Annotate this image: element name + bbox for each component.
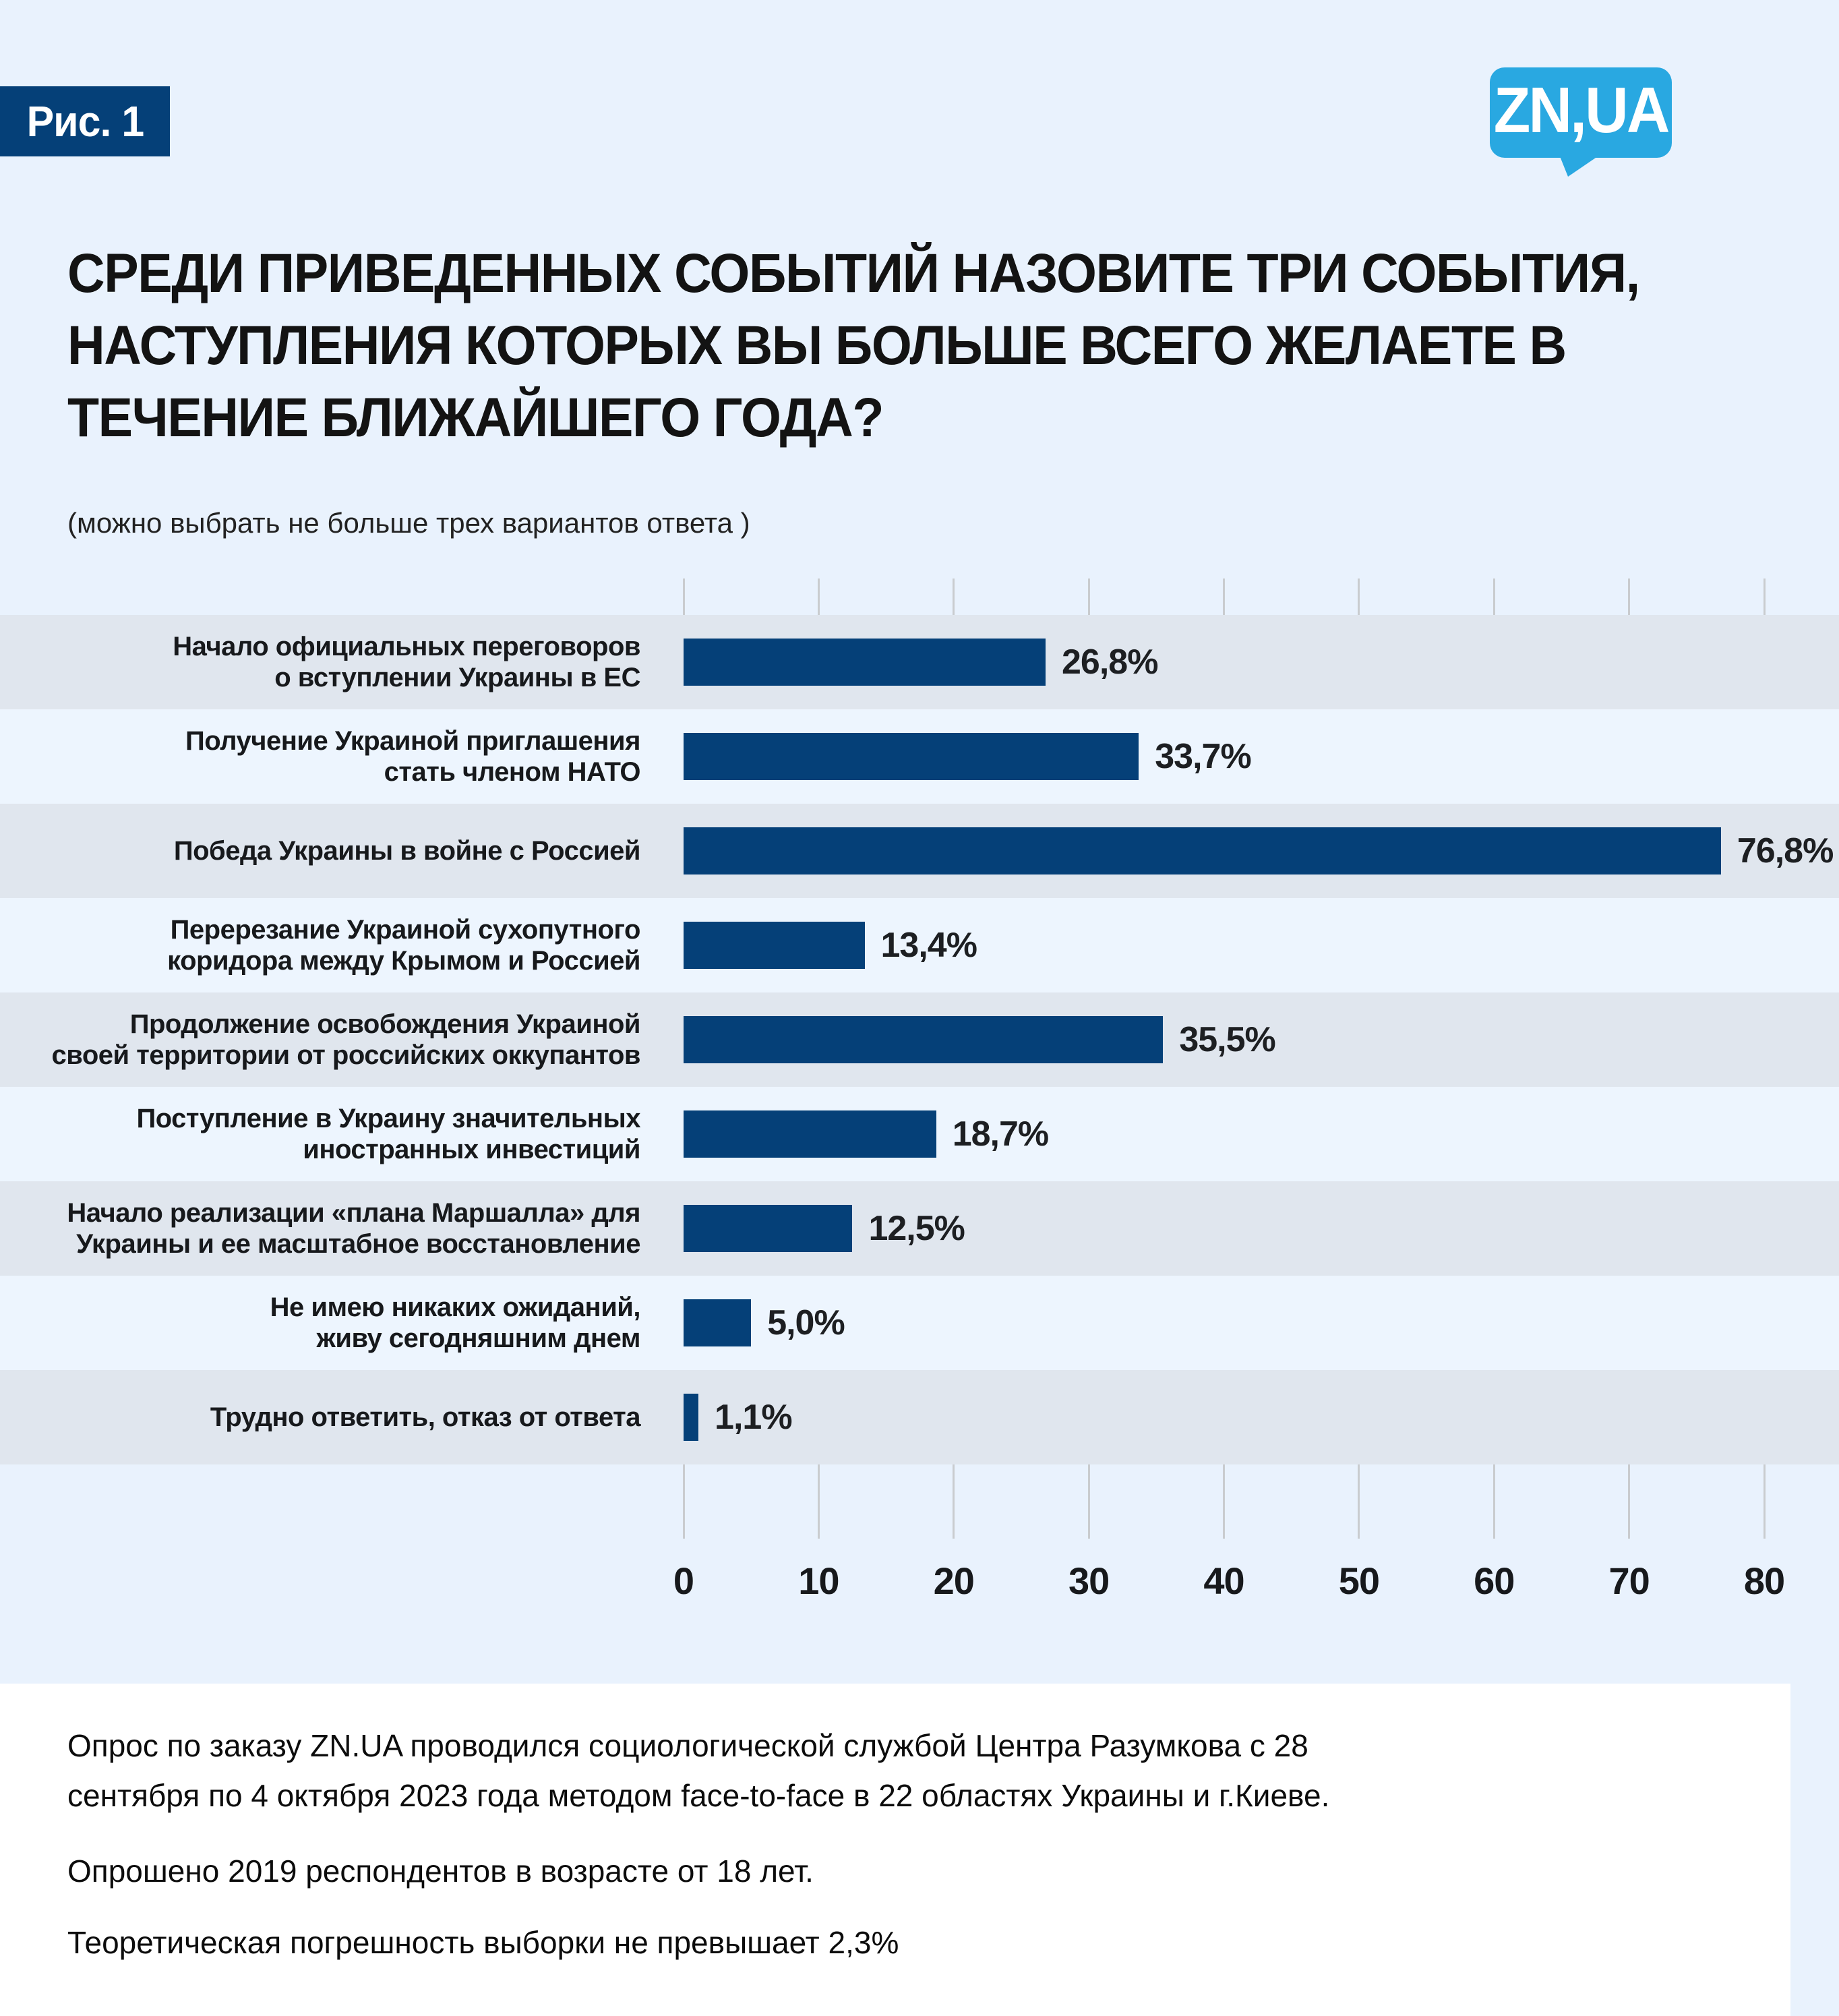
bar-value-label: 13,4%: [880, 926, 977, 965]
chart-row-4: Перерезание Украиной сухопутного коридор…: [0, 898, 1839, 992]
figure-badge-label: Рис. 1: [26, 97, 144, 146]
chart-row-8: Не имею никаких ожиданий, живу сегодняшн…: [0, 1276, 1839, 1370]
chart-row-1: Начало официальных переговоров о вступле…: [0, 615, 1839, 709]
page-title-line-3: ТЕЧЕНИЕ БЛИЖАЙШЕГО ГОДА?: [67, 387, 884, 448]
footer-panel: Опрос по заказу ZN.UA проводился социоло…: [0, 1684, 1790, 2016]
bar: [684, 733, 1139, 780]
x-axis-tick-50: 50: [1338, 1560, 1380, 1602]
bar: [684, 922, 865, 969]
x-axis-tick-30: 30: [1068, 1560, 1110, 1602]
category-label: Получение Украиной приглашения стать чле…: [185, 726, 641, 787]
zn-ua-logo: ZN,UA: [1490, 67, 1672, 177]
chart-row-6: Поступление в Украину значительных иност…: [0, 1087, 1839, 1181]
bar: [684, 1299, 752, 1346]
x-axis-tick-80: 80: [1743, 1560, 1785, 1602]
bar: [684, 1205, 853, 1252]
page-title-line-1: СРЕДИ ПРИВЕДЕННЫХ СОБЫТИЙ НАЗОВИТЕ ТРИ С…: [67, 243, 1640, 304]
bar: [684, 827, 1721, 874]
bar: [684, 1110, 936, 1158]
x-axis-tick-20: 20: [933, 1560, 975, 1602]
footer-note-error: Теоретическая погрешность выборки не пре…: [67, 1925, 899, 1960]
page-title: СРЕДИ ПРИВЕДЕННЫХ СОБЫТИЙ НАЗОВИТЕ ТРИ С…: [67, 237, 1640, 454]
bar-value-label: 26,8%: [1062, 643, 1158, 682]
bar-value-label: 33,7%: [1155, 737, 1251, 776]
bar-value-label: 12,5%: [868, 1209, 965, 1248]
category-label: Поступление в Украину значительных иност…: [136, 1104, 640, 1164]
category-label: Не имею никаких ожиданий, живу сегодняшн…: [270, 1293, 641, 1353]
figure-badge: Рис. 1: [0, 86, 170, 156]
logo-speech-tail-icon: [1560, 156, 1598, 177]
x-axis-tick-10: 10: [798, 1560, 839, 1602]
footer-note-methodology: Опрос по заказу ZN.UA проводился социоло…: [67, 1728, 1330, 1813]
bar-chart: Начало официальных переговоров о вступле…: [0, 579, 1839, 1606]
x-axis-tick-0: 0: [673, 1560, 694, 1602]
chart-row-3: Победа Украины в войне с Россией 76,8%: [0, 804, 1839, 898]
bar-value-label: 35,5%: [1179, 1020, 1275, 1059]
x-axis-tick-60: 60: [1474, 1560, 1515, 1602]
category-label: Перерезание Украиной сухопутного коридор…: [167, 915, 640, 976]
category-label: Победа Украины в войне с Россией: [173, 836, 641, 866]
footer-note-sample: Опрошено 2019 респондентов в возрасте от…: [67, 1854, 814, 1889]
bar: [684, 639, 1046, 686]
bar-value-label: 1,1%: [715, 1398, 793, 1437]
bar-value-label: 5,0%: [767, 1303, 845, 1342]
zn-ua-logo-text: ZN,UA: [1493, 74, 1670, 146]
bar-value-label: 76,8%: [1737, 831, 1834, 870]
x-axis: 0 10 20 30 40 50 60 70 80: [673, 1559, 1785, 1606]
bar: [684, 1394, 699, 1441]
category-label: Начало реализации «плана Маршалла» для У…: [67, 1198, 640, 1259]
category-label: Начало официальных переговоров о вступле…: [173, 632, 640, 692]
chart-row-7: Начало реализации «плана Маршалла» для У…: [0, 1181, 1839, 1276]
page-subtitle: (можно выбрать не больше трех вариантов …: [67, 507, 750, 539]
chart-row-2: Получение Украиной приглашения стать чле…: [0, 709, 1839, 804]
x-axis-tick-70: 70: [1608, 1560, 1650, 1602]
bar-value-label: 18,7%: [952, 1115, 1049, 1154]
category-label: Продолжение освобождения Украиной своей …: [51, 1009, 641, 1070]
bar: [684, 1016, 1164, 1063]
category-label: Трудно ответить, отказ от ответа: [210, 1402, 641, 1432]
chart-row-9: Трудно ответить, отказ от ответа 1,1%: [0, 1370, 1839, 1464]
chart-row-5: Продолжение освобождения Украиной своей …: [0, 992, 1839, 1087]
page-title-line-2: НАСТУПЛЕНИЯ КОТОРЫХ ВЫ БОЛЬШЕ ВСЕГО ЖЕЛА…: [67, 315, 1567, 376]
x-axis-tick-40: 40: [1203, 1560, 1244, 1602]
